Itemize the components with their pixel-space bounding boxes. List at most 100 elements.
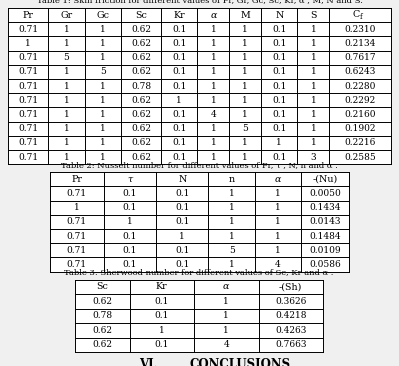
Text: 0.2585: 0.2585 bbox=[344, 153, 376, 162]
Text: 1: 1 bbox=[100, 138, 106, 147]
Text: 0.71: 0.71 bbox=[18, 67, 38, 76]
Text: f: f bbox=[360, 12, 363, 20]
Text: Kr: Kr bbox=[156, 282, 168, 291]
Text: 0.62: 0.62 bbox=[131, 25, 151, 34]
Text: Pr: Pr bbox=[71, 175, 82, 184]
Text: 1: 1 bbox=[63, 110, 69, 119]
Text: CONCLUSIONS: CONCLUSIONS bbox=[190, 358, 290, 366]
Text: 0.2280: 0.2280 bbox=[344, 82, 376, 91]
Text: 0.62: 0.62 bbox=[92, 340, 112, 350]
Text: 4: 4 bbox=[210, 110, 216, 119]
Text: Gc: Gc bbox=[96, 11, 109, 20]
Text: 0.0586: 0.0586 bbox=[309, 260, 341, 269]
Text: 1: 1 bbox=[210, 138, 216, 147]
Text: 1: 1 bbox=[100, 124, 106, 133]
Text: 0.1: 0.1 bbox=[172, 153, 186, 162]
Text: 0.3626: 0.3626 bbox=[275, 297, 306, 306]
Text: 0.1: 0.1 bbox=[272, 67, 286, 76]
Text: 1: 1 bbox=[180, 232, 185, 240]
Text: 1: 1 bbox=[275, 203, 281, 212]
Text: 0.1: 0.1 bbox=[175, 260, 190, 269]
Text: Table 2: Nusselt number for different values of Pr, τ , N, n and α .: Table 2: Nusselt number for different va… bbox=[61, 161, 338, 169]
Text: 0.62: 0.62 bbox=[131, 67, 151, 76]
Text: 0.62: 0.62 bbox=[131, 39, 151, 48]
Text: 0.1902: 0.1902 bbox=[344, 124, 376, 133]
Text: 1: 1 bbox=[210, 153, 216, 162]
Text: Table 3: Sherwood number for different values of Sc, Kr and α .: Table 3: Sherwood number for different v… bbox=[64, 268, 334, 276]
Text: 0.1: 0.1 bbox=[272, 153, 286, 162]
Text: α: α bbox=[223, 282, 229, 291]
Text: 1: 1 bbox=[242, 67, 248, 76]
Text: 0.2160: 0.2160 bbox=[344, 110, 376, 119]
Text: 0.1: 0.1 bbox=[123, 189, 137, 198]
Text: 1: 1 bbox=[275, 189, 281, 198]
Text: 0.1: 0.1 bbox=[172, 53, 186, 62]
Text: 0.7663: 0.7663 bbox=[275, 340, 306, 350]
Text: 1: 1 bbox=[100, 39, 106, 48]
Text: 0.71: 0.71 bbox=[18, 124, 38, 133]
Text: 0.6243: 0.6243 bbox=[344, 67, 376, 76]
Text: 0.1: 0.1 bbox=[123, 246, 137, 255]
Text: 1: 1 bbox=[242, 153, 248, 162]
Text: 0.1: 0.1 bbox=[172, 39, 186, 48]
Text: 0.1: 0.1 bbox=[155, 340, 169, 350]
Text: 0.62: 0.62 bbox=[131, 53, 151, 62]
Text: 1: 1 bbox=[63, 67, 69, 76]
Text: 0.1: 0.1 bbox=[155, 297, 169, 306]
Text: 0.1: 0.1 bbox=[175, 203, 190, 212]
Text: 0.0143: 0.0143 bbox=[309, 217, 341, 227]
Bar bbox=[50, 172, 349, 272]
Text: Pr: Pr bbox=[23, 11, 34, 20]
Text: 1: 1 bbox=[310, 39, 316, 48]
Text: 1: 1 bbox=[242, 96, 248, 105]
Text: 0.1: 0.1 bbox=[172, 67, 186, 76]
Text: 0.71: 0.71 bbox=[18, 25, 38, 34]
Text: 1: 1 bbox=[63, 124, 69, 133]
Text: 0.1: 0.1 bbox=[172, 82, 186, 91]
Text: 0.71: 0.71 bbox=[67, 217, 87, 227]
Text: 1: 1 bbox=[210, 53, 216, 62]
Text: 0.1434: 0.1434 bbox=[309, 203, 341, 212]
Text: 1: 1 bbox=[63, 39, 69, 48]
Text: Table 1: Skin friction for different values of Pr, Gr, Gc, Sc, Kr, α , M, N and : Table 1: Skin friction for different val… bbox=[37, 0, 362, 4]
Text: 1: 1 bbox=[310, 124, 316, 133]
Text: 1: 1 bbox=[223, 326, 229, 335]
Text: 1: 1 bbox=[100, 53, 106, 62]
Text: 3: 3 bbox=[310, 153, 316, 162]
Text: 1: 1 bbox=[63, 96, 69, 105]
Text: 0.71: 0.71 bbox=[67, 260, 87, 269]
Text: n: n bbox=[229, 175, 235, 184]
Text: 1: 1 bbox=[100, 153, 106, 162]
Text: 1: 1 bbox=[100, 96, 106, 105]
Bar bbox=[75, 280, 323, 352]
Text: 0.1: 0.1 bbox=[272, 25, 286, 34]
Text: 1: 1 bbox=[176, 96, 182, 105]
Text: 1: 1 bbox=[210, 124, 216, 133]
Text: 0.71: 0.71 bbox=[18, 82, 38, 91]
Text: α: α bbox=[210, 11, 217, 20]
Text: 1: 1 bbox=[210, 82, 216, 91]
Text: τ: τ bbox=[127, 175, 132, 184]
Text: 0.1: 0.1 bbox=[272, 96, 286, 105]
Text: 0.1: 0.1 bbox=[123, 232, 137, 240]
Text: 0.71: 0.71 bbox=[18, 53, 38, 62]
Text: 1: 1 bbox=[63, 25, 69, 34]
Text: 1: 1 bbox=[74, 203, 80, 212]
Text: 5: 5 bbox=[229, 246, 235, 255]
Text: 0.62: 0.62 bbox=[131, 124, 151, 133]
Text: 0.71: 0.71 bbox=[18, 153, 38, 162]
Text: 0.62: 0.62 bbox=[92, 297, 112, 306]
Text: 1: 1 bbox=[310, 53, 316, 62]
Text: 4: 4 bbox=[223, 340, 229, 350]
Text: 0.1: 0.1 bbox=[175, 246, 190, 255]
Text: 1: 1 bbox=[210, 67, 216, 76]
Text: 1: 1 bbox=[229, 217, 235, 227]
Text: 0.71: 0.71 bbox=[18, 138, 38, 147]
Text: 0.0050: 0.0050 bbox=[309, 189, 341, 198]
Text: C: C bbox=[352, 10, 359, 19]
Text: 0.1: 0.1 bbox=[155, 311, 169, 320]
Text: 0.71: 0.71 bbox=[18, 110, 38, 119]
Text: 1: 1 bbox=[210, 96, 216, 105]
Text: 1: 1 bbox=[310, 25, 316, 34]
Text: 1: 1 bbox=[242, 82, 248, 91]
